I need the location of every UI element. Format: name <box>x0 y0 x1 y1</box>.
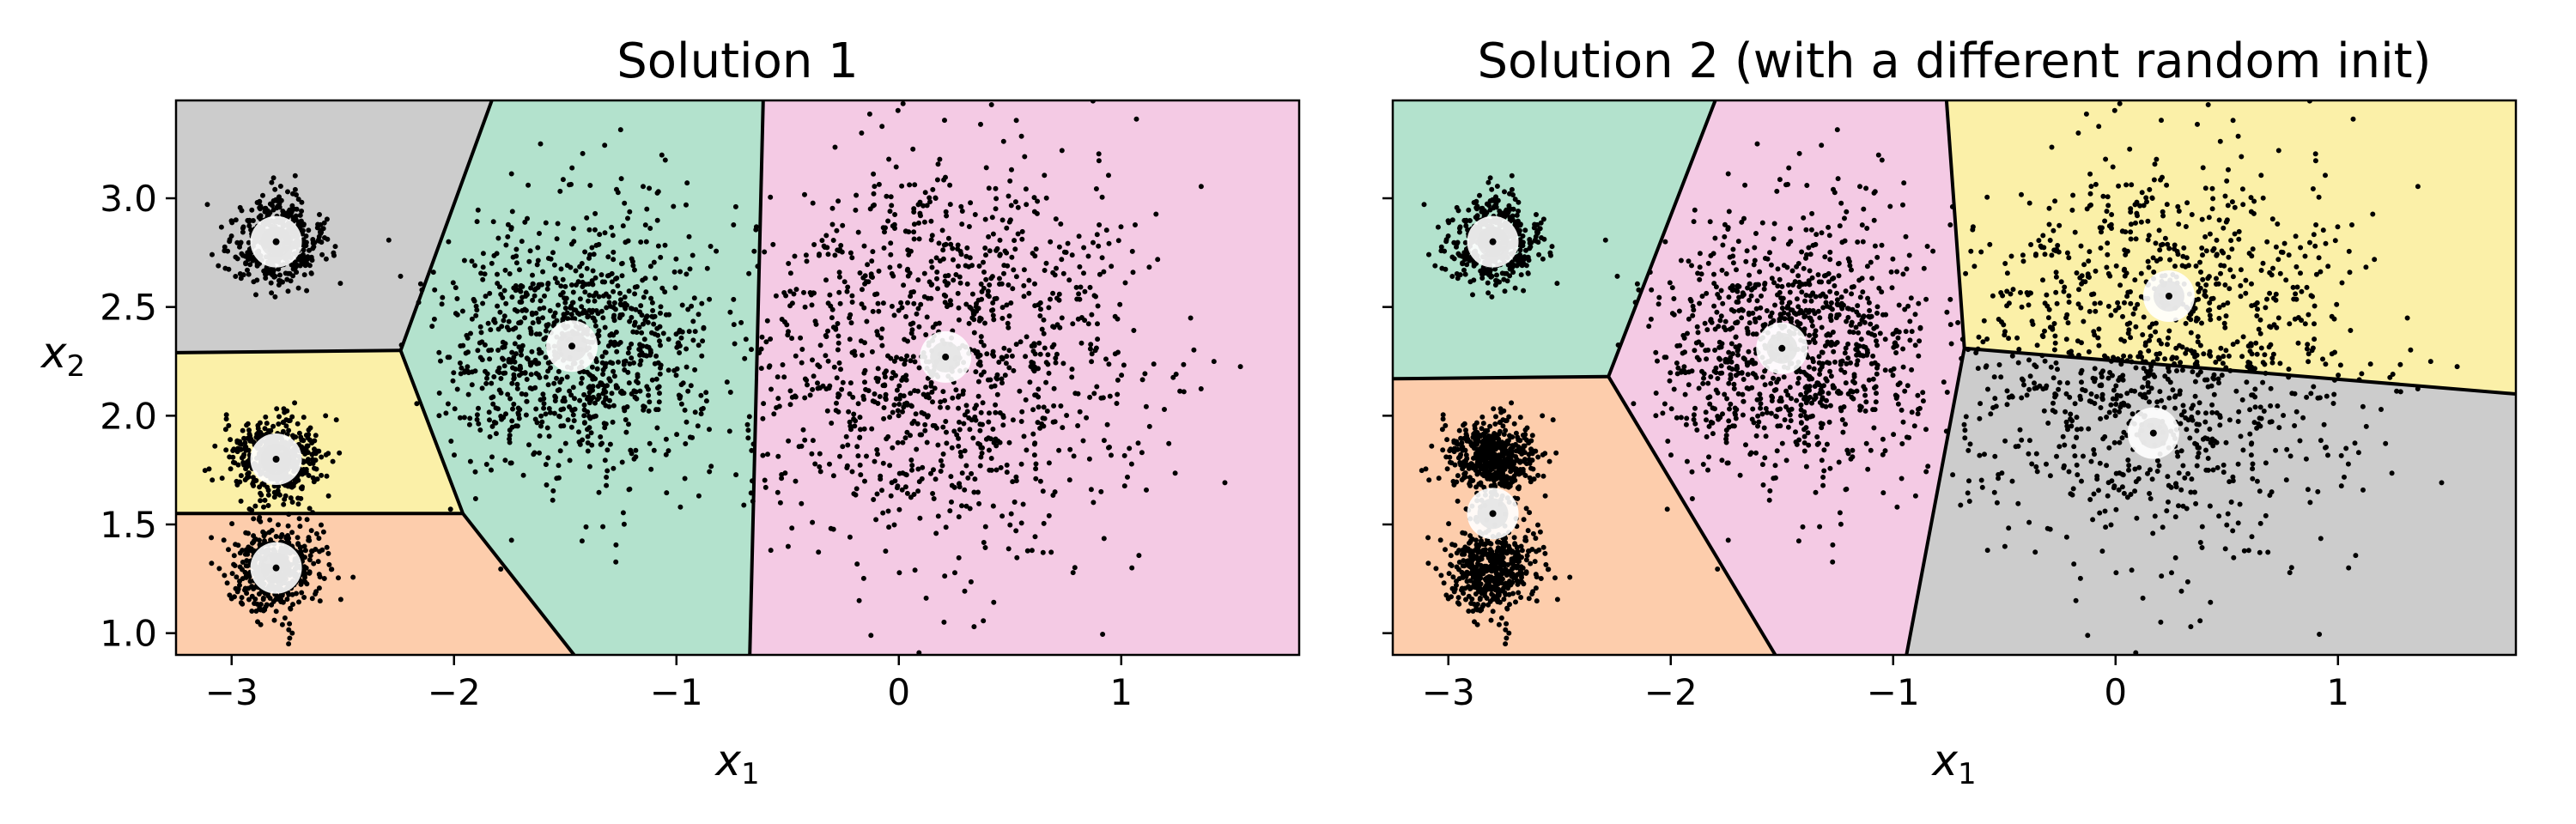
centroid-marker <box>920 330 972 383</box>
x-tick-label: −3 <box>205 671 258 713</box>
y-axis-label: x2 <box>39 328 85 384</box>
plot-frame <box>174 99 1301 657</box>
decision-boundary-4 <box>748 100 765 655</box>
x-axis-label: x1 <box>1930 736 1976 791</box>
x-tick-label: −2 <box>1644 671 1698 713</box>
x-tick-label: 1 <box>2326 671 2349 713</box>
decision-boundary-2 <box>1393 374 1609 381</box>
x-tick-label: 1 <box>1109 671 1133 713</box>
chart-title: Solution 2 (with a different random init… <box>1478 33 2432 89</box>
chart-title: Solution 1 <box>617 33 859 89</box>
centroid-marker <box>250 433 302 485</box>
centroid-marker <box>1467 488 1519 540</box>
x-tick-label: −1 <box>650 671 703 713</box>
cluster-region-5 <box>1906 348 2516 655</box>
data-point-cluster-3 <box>1425 507 1573 647</box>
y-tick-label: 2.0 <box>100 395 157 437</box>
x-tick-label: −2 <box>428 671 481 713</box>
cluster-region-1 <box>1393 100 1716 379</box>
plot-area <box>1393 100 2516 655</box>
centroid-marker <box>2142 270 2195 322</box>
chart-panel-solution-2: −3 −2 −1 0 1 Solution 2 (with a different ran… <box>1382 33 2518 791</box>
x-tick-label: 0 <box>887 671 910 713</box>
centroid-marker <box>2127 407 2179 459</box>
centroid-marker <box>250 215 302 268</box>
x-tick-label: −1 <box>1867 671 1920 713</box>
plot-frame <box>1391 99 2518 657</box>
chart-panel-solution-1: −3 −2 −1 0 1 1.0 1.5 2.0 2.5 3.0 Solution 1 x1 x2 <box>39 33 1301 791</box>
decision-boundary-4 <box>1964 346 2516 396</box>
decision-boundary-1 <box>398 100 576 655</box>
centroid-marker <box>1756 322 1808 374</box>
centroid-marker <box>250 542 302 594</box>
centroid-marker <box>546 320 598 373</box>
decision-boundary-2 <box>176 348 401 354</box>
x-tick-label: 0 <box>2104 671 2127 713</box>
cluster-region-5 <box>750 100 1299 655</box>
cluster-region-1 <box>176 100 492 353</box>
x-tick-label: −3 <box>1422 671 1475 713</box>
y-tick-label: 1.5 <box>100 504 157 546</box>
plot-area <box>176 100 1299 655</box>
y-tick-label: 3.0 <box>100 178 157 220</box>
y-tick-label: 2.5 <box>100 287 157 329</box>
x-axis-label: x1 <box>714 736 759 791</box>
y-tick-label: 1.0 <box>100 613 157 655</box>
centroid-marker <box>1467 215 1519 268</box>
data-point-cluster-5 <box>1834 100 2460 655</box>
data-point-cluster-2 <box>1419 400 1559 528</box>
